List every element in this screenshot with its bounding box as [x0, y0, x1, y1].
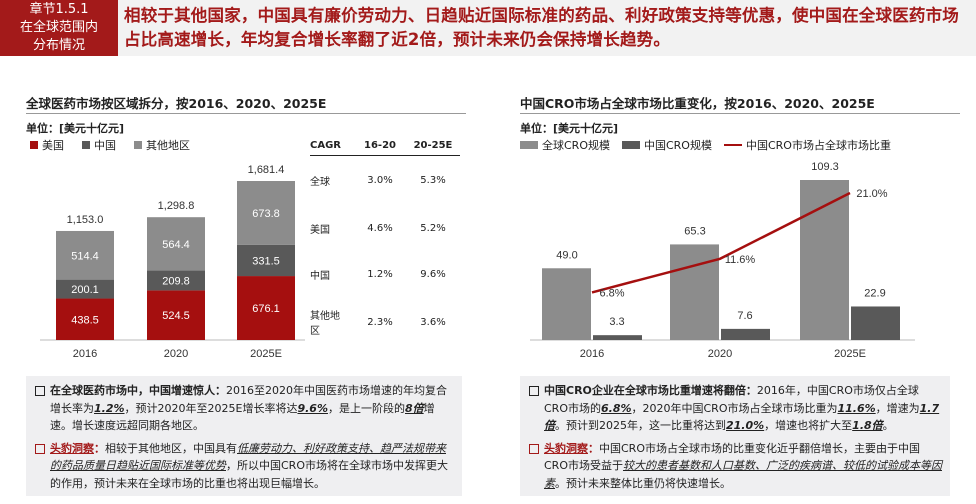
divider: [26, 113, 466, 114]
bar-value-label: 49.0: [556, 249, 577, 261]
bar-value-label: 200.1: [71, 284, 99, 296]
x-tick-label: 2025E: [834, 348, 866, 360]
bar-segment: [147, 270, 205, 291]
cagr-header: CAGR 16-20 20-25E: [310, 136, 460, 156]
bar-value-label: 209.8: [162, 275, 190, 287]
section-number: 章节1.5.1: [29, 2, 89, 17]
bar-value-label: 673.8: [252, 208, 280, 220]
note-left-2: 头豹洞察：相较于其他地区，中国具有低廉劳动力、利好政策支持、趋严法规带来的药品质…: [35, 440, 454, 493]
note-right-2: 头豹洞察：中国CRO市场占全球市场的比重变化近乎翻倍增长，主要由于中国CRO市场…: [529, 440, 942, 493]
bar-china-cro: [593, 335, 642, 340]
legend-swatch: [621, 141, 640, 149]
cagr-row: 中国 1.2% 9.6%: [310, 252, 460, 296]
bar-segment: [237, 244, 295, 277]
bar-total-label: 1,681.4: [248, 164, 285, 176]
cagr-row: 全球 3.0% 5.3%: [310, 156, 460, 204]
cagr-value: 2.3%: [367, 316, 393, 328]
legend-label: 中国CRO规模: [643, 139, 712, 152]
header-bar: [0, 0, 976, 56]
bar-china-cro: [721, 328, 770, 340]
bar-value-label: 676.1: [252, 303, 280, 315]
cagr-value: 3.0%: [367, 174, 393, 186]
section-badge: 章节1.5.1 在全球范围内 分布情况: [0, 0, 118, 56]
cagr-value: 4.6%: [367, 222, 393, 234]
bar-global-cro: [670, 244, 719, 340]
bar-segment: [147, 290, 205, 340]
cagr-region: 其他地区: [310, 311, 340, 337]
bar-value-label: 7.6: [737, 310, 752, 322]
bar-segment: [56, 279, 114, 299]
cagr-col: 20-25E: [413, 140, 453, 151]
cagr-region: 全球: [310, 176, 330, 188]
right-unit: 单位：[美元十亿元]: [520, 122, 619, 135]
cagr-col: CAGR: [310, 140, 341, 151]
bar-value-label: 514.4: [71, 250, 99, 262]
legend-label: 中国CRO市场占全球市场比重: [745, 139, 891, 152]
x-tick-label: 2016: [73, 348, 97, 360]
share-line: [591, 191, 851, 294]
bar-value-label: 524.5: [162, 310, 190, 322]
cagr-row: 美国 4.6% 5.2%: [310, 204, 460, 252]
bar-value-label: 3.3: [609, 316, 624, 328]
cagr-value: 3.6%: [420, 316, 446, 328]
x-tick-label: 2016: [580, 348, 604, 360]
line-value-label: 21.0%: [856, 188, 887, 200]
cagr-value: 9.6%: [420, 268, 446, 280]
cagr-value: 5.2%: [420, 222, 446, 234]
bar-value-label: 564.4: [162, 239, 190, 251]
bar-global-cro: [542, 268, 591, 340]
bar-segment: [147, 217, 205, 271]
bar-value-label: 331.5: [252, 255, 280, 267]
cagr-col: 16-20: [364, 140, 396, 151]
legend-label: 中国: [94, 139, 116, 152]
bar-segment: [237, 276, 295, 340]
legend-label: 其他地区: [146, 139, 190, 152]
x-tick-label: 2020: [164, 348, 188, 360]
left-unit: 单位：[美元十亿元]: [26, 122, 125, 135]
legend-swatch: [30, 141, 38, 149]
section-title-2: 分布情况: [32, 38, 85, 53]
bar-segment: [237, 181, 295, 245]
note-right-1: 中国CRO企业在全球市场比重增速将翻倍：2016年，中国CRO市场仅占全球CRO…: [529, 382, 942, 435]
bar-value-label: 438.5: [71, 314, 99, 326]
legend-label: 美国: [42, 139, 64, 152]
right-legend: 全球CRO规模 中国CRO规模 中国CRO市场占全球市场比重: [520, 137, 891, 153]
note-left-1: 在全球医药市场中，中国增速惊人：2016至2020年中国医药市场增速的年均复合增…: [35, 382, 454, 435]
bar-value-label: 65.3: [684, 225, 705, 237]
line-value-label: 11.6%: [725, 254, 756, 266]
cagr-value: 5.3%: [420, 174, 446, 186]
cagr-table: CAGR 16-20 20-25E 全球 3.0% 5.3% 美国 4.6% 5.2% …: [310, 136, 460, 348]
section-title-1: 在全球范围内: [19, 20, 98, 35]
legend-label: 全球CRO规模: [542, 139, 610, 152]
bar-total-label: 1,298.8: [158, 200, 195, 212]
cagr-row: 其他地区 2.3% 3.6%: [310, 296, 460, 348]
bar-value-label: 109.3: [811, 161, 839, 173]
legend-swatch: [134, 141, 142, 149]
bar-china-cro: [851, 306, 900, 340]
legend-swatch: [82, 141, 90, 149]
right-notes: 中国CRO企业在全球市场比重增速将翻倍：2016年，中国CRO市场仅占全球CRO…: [520, 376, 950, 496]
line-value-label: 6.8%: [599, 287, 624, 299]
headline: 相较于其他国家，中国具有廉价劳动力、日趋贴近国际标准的药品、利好政策支持等优惠，…: [124, 6, 959, 49]
left-notes: 在全球医药市场中，中国增速惊人：2016至2020年中国医药市场增速的年均复合增…: [26, 376, 462, 496]
bar-segment: [56, 298, 114, 340]
x-tick-label: 2025E: [250, 348, 282, 360]
bar-global-cro: [800, 180, 849, 340]
right-chart-title: 中国CRO市场占全球市场比重变化，按2016、2020、2025E: [520, 96, 875, 111]
bar-value-label: 22.9: [864, 287, 885, 299]
legend-swatch: [723, 144, 742, 146]
left-legend: 美国 中国 其他地区: [30, 137, 190, 153]
divider: [520, 113, 960, 114]
cagr-region: 中国: [310, 270, 330, 282]
cagr-value: 1.2%: [367, 268, 393, 280]
x-tick-label: 2020: [708, 348, 732, 360]
legend-swatch: [520, 141, 538, 149]
bar-total-label: 1,153.0: [67, 214, 104, 226]
cagr-region: 美国: [310, 224, 330, 236]
bar-segment: [56, 230, 114, 280]
left-chart-title: 全球医药市场按区域拆分，按2016、2020、2025E: [26, 96, 327, 111]
